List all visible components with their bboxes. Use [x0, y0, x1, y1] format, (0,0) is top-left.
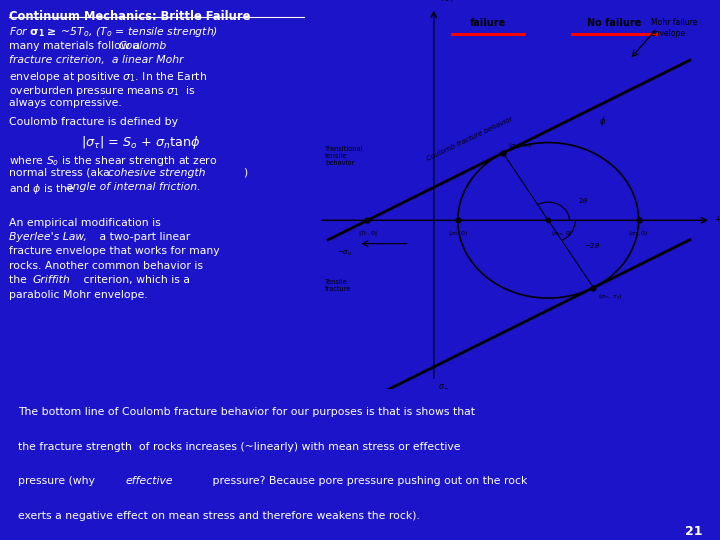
Text: 21: 21	[685, 525, 702, 538]
Text: $2\theta$: $2\theta$	[578, 196, 589, 205]
Text: parabolic Mohr envelope.: parabolic Mohr envelope.	[9, 289, 148, 300]
Text: $(\sigma_n, \ \tau_s)$: $(\sigma_n, \ \tau_s)$	[598, 292, 623, 301]
Text: many materials follow a: many materials follow a	[9, 41, 140, 51]
Text: $\phi$: $\phi$	[600, 116, 607, 129]
Text: $-\sigma_n$: $-\sigma_n$	[337, 249, 352, 258]
Text: angle of internal friction.: angle of internal friction.	[66, 183, 200, 192]
Text: rocks. Another common behavior is: rocks. Another common behavior is	[9, 261, 203, 271]
Text: and $\phi$ is the: and $\phi$ is the	[9, 183, 76, 197]
Text: Tensile
fracture: Tensile fracture	[325, 279, 351, 292]
Text: $|T_C, 0|$: $|T_C, 0|$	[358, 230, 377, 238]
Text: a two-part linear: a two-part linear	[96, 232, 190, 242]
Text: envelope at positive $\sigma_1$. In the Earth: envelope at positive $\sigma_1$. In the …	[9, 70, 207, 84]
Text: $(\sigma_m, 0)$: $(\sigma_m, 0)$	[552, 230, 573, 238]
Text: The bottom line of Coulomb fracture behavior for our purposes is that is shows t: The bottom line of Coulomb fracture beha…	[18, 407, 475, 417]
Text: $\sigma_-$: $\sigma_-$	[438, 381, 450, 390]
Text: Transitional
tensile
behavior: Transitional tensile behavior	[325, 145, 364, 166]
Text: fracture envelope that works for many: fracture envelope that works for many	[9, 246, 220, 256]
Text: Mohr failure
envelope: Mohr failure envelope	[651, 18, 697, 38]
Text: overburden pressure means $\sigma_1$  is: overburden pressure means $\sigma_1$ is	[9, 84, 196, 98]
Text: Continuum Mechanics: Brittle Failure: Continuum Mechanics: Brittle Failure	[9, 10, 251, 23]
Text: ): )	[243, 168, 247, 178]
Text: pressure (why: pressure (why	[18, 476, 99, 487]
Text: always compressive.: always compressive.	[9, 98, 122, 109]
Text: $-2\theta$: $-2\theta$	[585, 241, 601, 250]
Text: $+\sigma_\tau$: $+\sigma_\tau$	[438, 0, 455, 5]
Text: effective: effective	[126, 476, 174, 487]
Text: $(\sigma_n, \ \tau_s)$: $(\sigma_n, \ \tau_s)$	[508, 141, 532, 150]
Text: fracture criterion,  a linear Mohr: fracture criterion, a linear Mohr	[9, 55, 184, 65]
Text: $+\sigma_n$: $+\sigma_n$	[714, 214, 720, 226]
Text: Griffith: Griffith	[33, 275, 71, 285]
Text: For $\mathbf{\sigma_1 \geq}$ ~5$\mathit{T_o}$, ($\mathit{T_o}$ = tensile strengt: For $\mathbf{\sigma_1 \geq}$ ~5$\mathit{…	[9, 25, 218, 39]
Text: pressure? Because pore pressure pushing out on the rock: pressure? Because pore pressure pushing …	[209, 476, 527, 487]
Text: Byerlee's Law,: Byerlee's Law,	[9, 232, 87, 242]
Text: Coulomb fracture behavior: Coulomb fracture behavior	[426, 116, 514, 161]
Text: cohesive strength: cohesive strength	[108, 168, 205, 178]
Text: $(\sigma_1, 0)$: $(\sigma_1, 0)$	[629, 230, 649, 238]
Text: No failure: No failure	[588, 18, 642, 28]
Text: An empirical modification is: An empirical modification is	[9, 218, 161, 228]
Text: Coulomb: Coulomb	[119, 41, 167, 51]
Text: criterion, which is a: criterion, which is a	[80, 275, 190, 285]
Text: the: the	[9, 275, 31, 285]
Text: Coulomb fracture is defined by: Coulomb fracture is defined by	[9, 117, 179, 127]
Text: $|\sigma_\tau|$ = $S_o$ + $\sigma_n$tan$\phi$: $|\sigma_\tau|$ = $S_o$ + $\sigma_n$tan$…	[81, 134, 201, 151]
Text: normal stress (aka: normal stress (aka	[9, 168, 110, 178]
Text: failure: failure	[470, 18, 506, 28]
Text: where $S_o$ is the shear strength at zero: where $S_o$ is the shear strength at zer…	[9, 153, 218, 167]
Text: exerts a negative effect on mean stress and therefore weakens the rock).: exerts a negative effect on mean stress …	[18, 511, 420, 521]
Text: $(\sigma_2, 0)$: $(\sigma_2, 0)$	[448, 230, 468, 238]
Text: the fracture strength  of rocks increases (~linearly) with mean stress or effect: the fracture strength of rocks increases…	[18, 442, 461, 452]
